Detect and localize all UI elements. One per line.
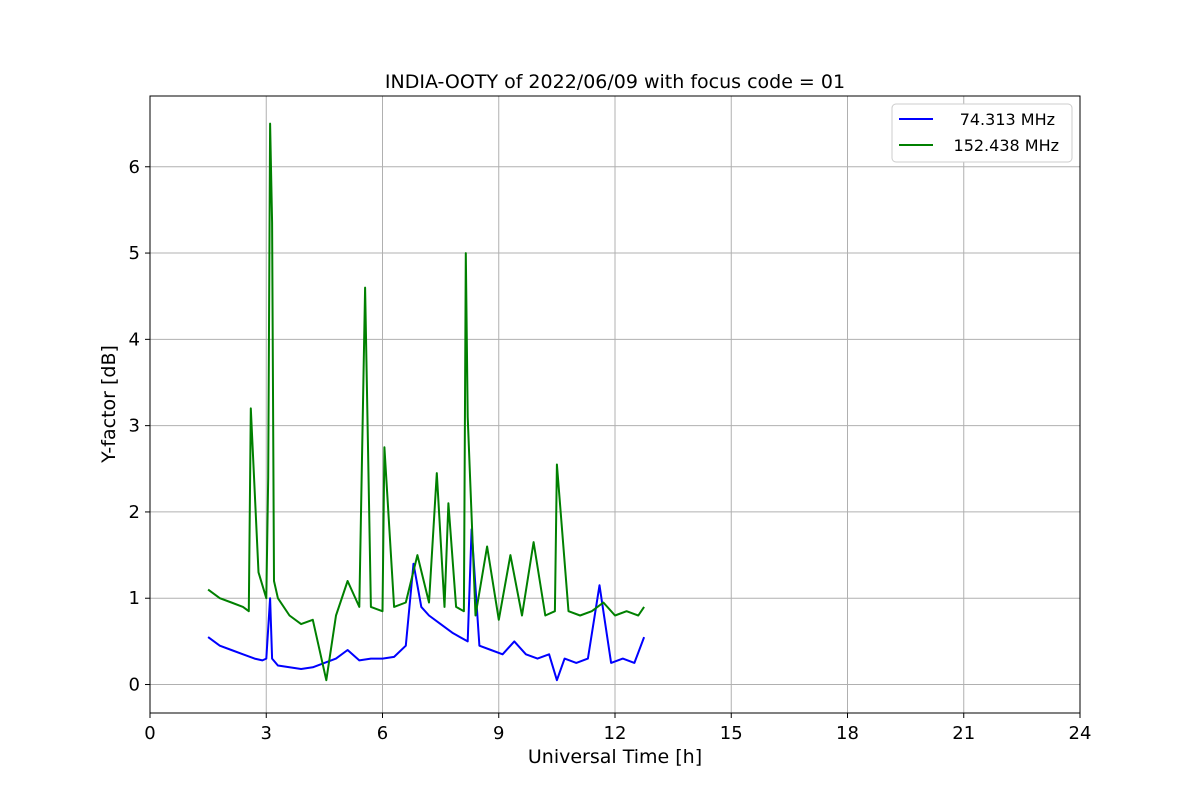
chart-title: INDIA-OOTY of 2022/06/09 with focus code… [385, 71, 845, 93]
x-tick-label: 15 [720, 723, 743, 744]
x-tick-label: 12 [604, 723, 627, 744]
series-line-1 [207, 528, 646, 682]
grid-lines [149, 96, 1081, 713]
y-tick-label: 3 [129, 416, 140, 437]
legend-label-2: 152.438 MHz [954, 136, 1059, 155]
y-axis-label: Y-factor [dB] [98, 345, 120, 464]
x-tick-label: 18 [836, 723, 859, 744]
y-tick-label: 0 [129, 675, 140, 696]
y-tick-label: 1 [129, 588, 140, 609]
series-line-2 [207, 122, 645, 682]
series-layer [207, 122, 646, 682]
legend-box [891, 103, 1073, 163]
y-tick-label: 5 [129, 243, 140, 264]
x-tick-label: 24 [1069, 723, 1092, 744]
legend: 74.313 MHz 152.438 MHz [891, 103, 1073, 163]
x-axis-label: Universal Time [h] [528, 746, 702, 768]
x-tick-label: 0 [144, 723, 155, 744]
x-tick-label: 6 [377, 723, 388, 744]
x-tick-label: 3 [261, 723, 272, 744]
legend-label-1: 74.313 MHz [960, 110, 1055, 129]
x-tick-label: 9 [493, 723, 504, 744]
y-tick-label: 2 [129, 502, 140, 523]
x-tick-label: 21 [952, 723, 975, 744]
y-tick-label: 6 [129, 157, 140, 178]
y-tick-label: 4 [129, 329, 140, 350]
